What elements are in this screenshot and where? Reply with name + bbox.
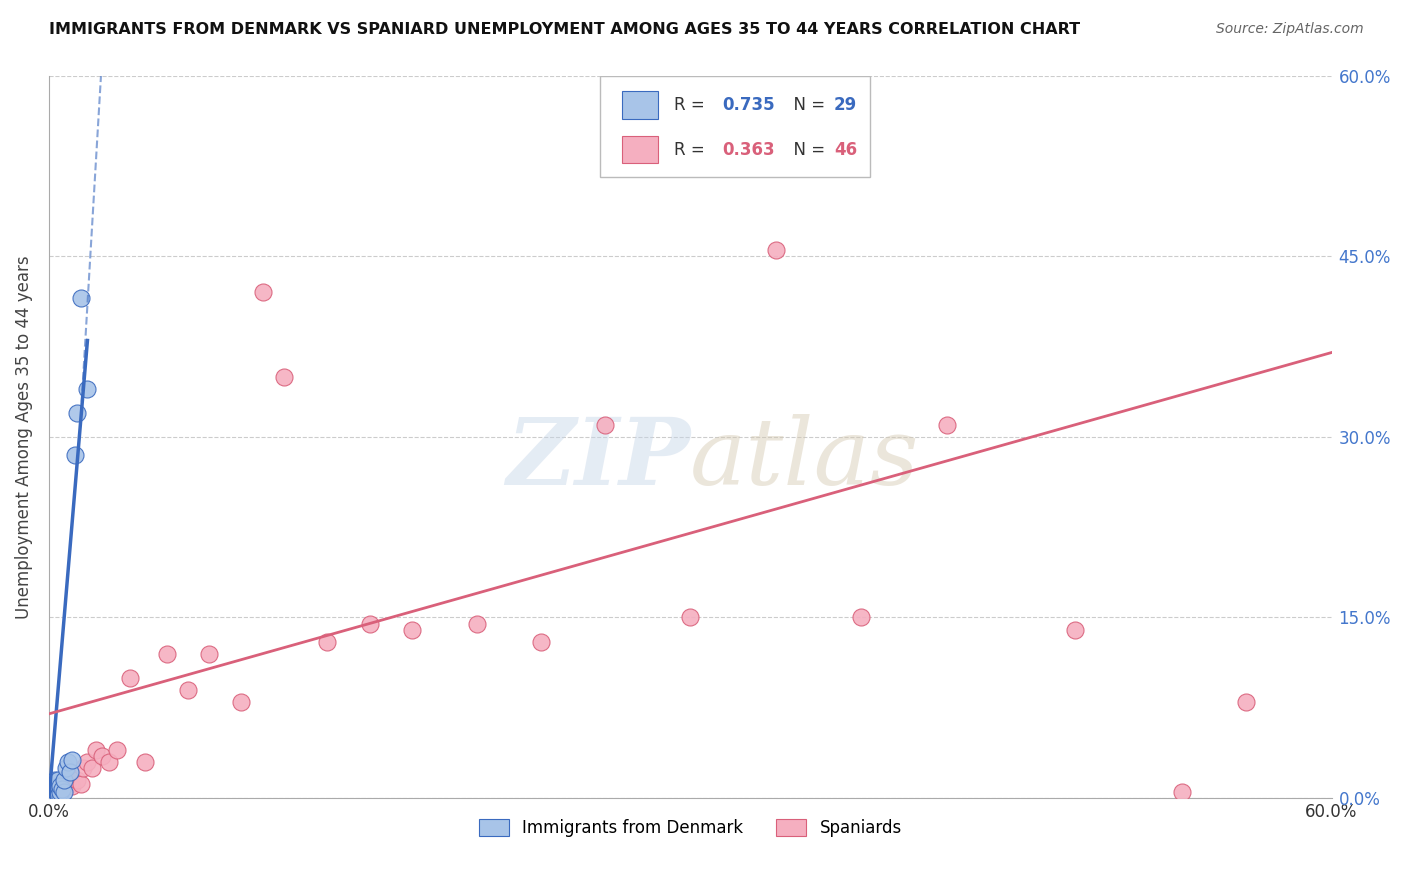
Text: N =: N = xyxy=(783,141,830,159)
Point xyxy=(530,634,553,648)
Point xyxy=(44,773,66,788)
Point xyxy=(1171,785,1194,799)
Point xyxy=(44,789,66,804)
Point xyxy=(315,634,337,648)
Point xyxy=(51,781,73,796)
Point xyxy=(52,779,75,793)
Point xyxy=(359,616,381,631)
Point xyxy=(198,647,221,661)
Text: Source: ZipAtlas.com: Source: ZipAtlas.com xyxy=(1216,22,1364,37)
Point xyxy=(46,784,69,798)
Text: 0.363: 0.363 xyxy=(723,141,775,159)
Text: IMMIGRANTS FROM DENMARK VS SPANIARD UNEMPLOYMENT AMONG AGES 35 TO 44 YEARS CORRE: IMMIGRANTS FROM DENMARK VS SPANIARD UNEM… xyxy=(49,22,1080,37)
Text: ZIP: ZIP xyxy=(506,414,690,503)
Text: R =: R = xyxy=(673,141,710,159)
Point xyxy=(48,789,70,804)
Text: atlas: atlas xyxy=(690,414,920,503)
Point xyxy=(39,789,62,804)
Point xyxy=(465,616,488,631)
Point xyxy=(44,781,66,796)
Text: 0.735: 0.735 xyxy=(723,96,775,114)
Point xyxy=(42,779,65,793)
Text: 29: 29 xyxy=(834,96,858,114)
Point xyxy=(1064,623,1087,637)
Bar xyxy=(623,136,658,163)
Point xyxy=(42,789,65,804)
Point xyxy=(935,417,957,432)
Point xyxy=(1234,695,1257,709)
Point xyxy=(44,788,66,802)
Point xyxy=(63,448,86,462)
Point xyxy=(58,773,80,788)
Point xyxy=(59,777,82,791)
Point xyxy=(58,755,80,769)
Point xyxy=(76,755,98,769)
Point xyxy=(91,749,114,764)
Point xyxy=(62,779,84,793)
Point xyxy=(48,785,70,799)
Text: 46: 46 xyxy=(834,141,858,159)
Point xyxy=(66,773,89,788)
Point xyxy=(72,761,94,775)
Point xyxy=(42,785,65,799)
Point xyxy=(593,417,616,432)
Point xyxy=(51,773,73,788)
Point xyxy=(48,779,70,793)
Y-axis label: Unemployment Among Ages 35 to 44 years: Unemployment Among Ages 35 to 44 years xyxy=(15,255,32,619)
Text: R =: R = xyxy=(673,96,710,114)
Point xyxy=(765,243,787,257)
Point xyxy=(401,623,423,637)
Point xyxy=(120,671,142,685)
Text: N =: N = xyxy=(783,96,830,114)
Point xyxy=(70,291,93,305)
Point xyxy=(59,764,82,779)
Point xyxy=(48,785,70,799)
Point xyxy=(46,779,69,793)
Point xyxy=(48,779,70,793)
Point xyxy=(273,369,295,384)
Point xyxy=(97,755,120,769)
Point xyxy=(42,789,65,803)
Point xyxy=(155,647,177,661)
Point xyxy=(80,761,103,775)
FancyBboxPatch shape xyxy=(600,76,870,177)
Point xyxy=(44,786,66,800)
Point xyxy=(84,743,107,757)
Point xyxy=(52,785,75,799)
Point xyxy=(76,382,98,396)
Point xyxy=(134,755,156,769)
Point xyxy=(851,610,873,624)
Point xyxy=(46,789,69,803)
Point xyxy=(42,779,65,793)
Point xyxy=(177,682,200,697)
Point xyxy=(42,786,65,800)
Point xyxy=(39,788,62,802)
Point xyxy=(51,781,73,796)
Point xyxy=(679,610,702,624)
Point xyxy=(55,761,77,775)
Legend: Immigrants from Denmark, Spaniards: Immigrants from Denmark, Spaniards xyxy=(472,813,908,844)
Point xyxy=(252,285,274,300)
Point xyxy=(39,788,62,802)
Point xyxy=(70,777,93,791)
Point xyxy=(231,695,253,709)
Point xyxy=(44,789,66,803)
Point xyxy=(46,788,69,802)
Point xyxy=(66,406,89,420)
Point xyxy=(52,773,75,788)
Bar xyxy=(623,91,658,119)
Point xyxy=(39,789,62,803)
Point xyxy=(55,777,77,791)
Point xyxy=(46,777,69,791)
Point xyxy=(62,753,84,767)
Point xyxy=(46,773,69,788)
Point xyxy=(105,743,128,757)
